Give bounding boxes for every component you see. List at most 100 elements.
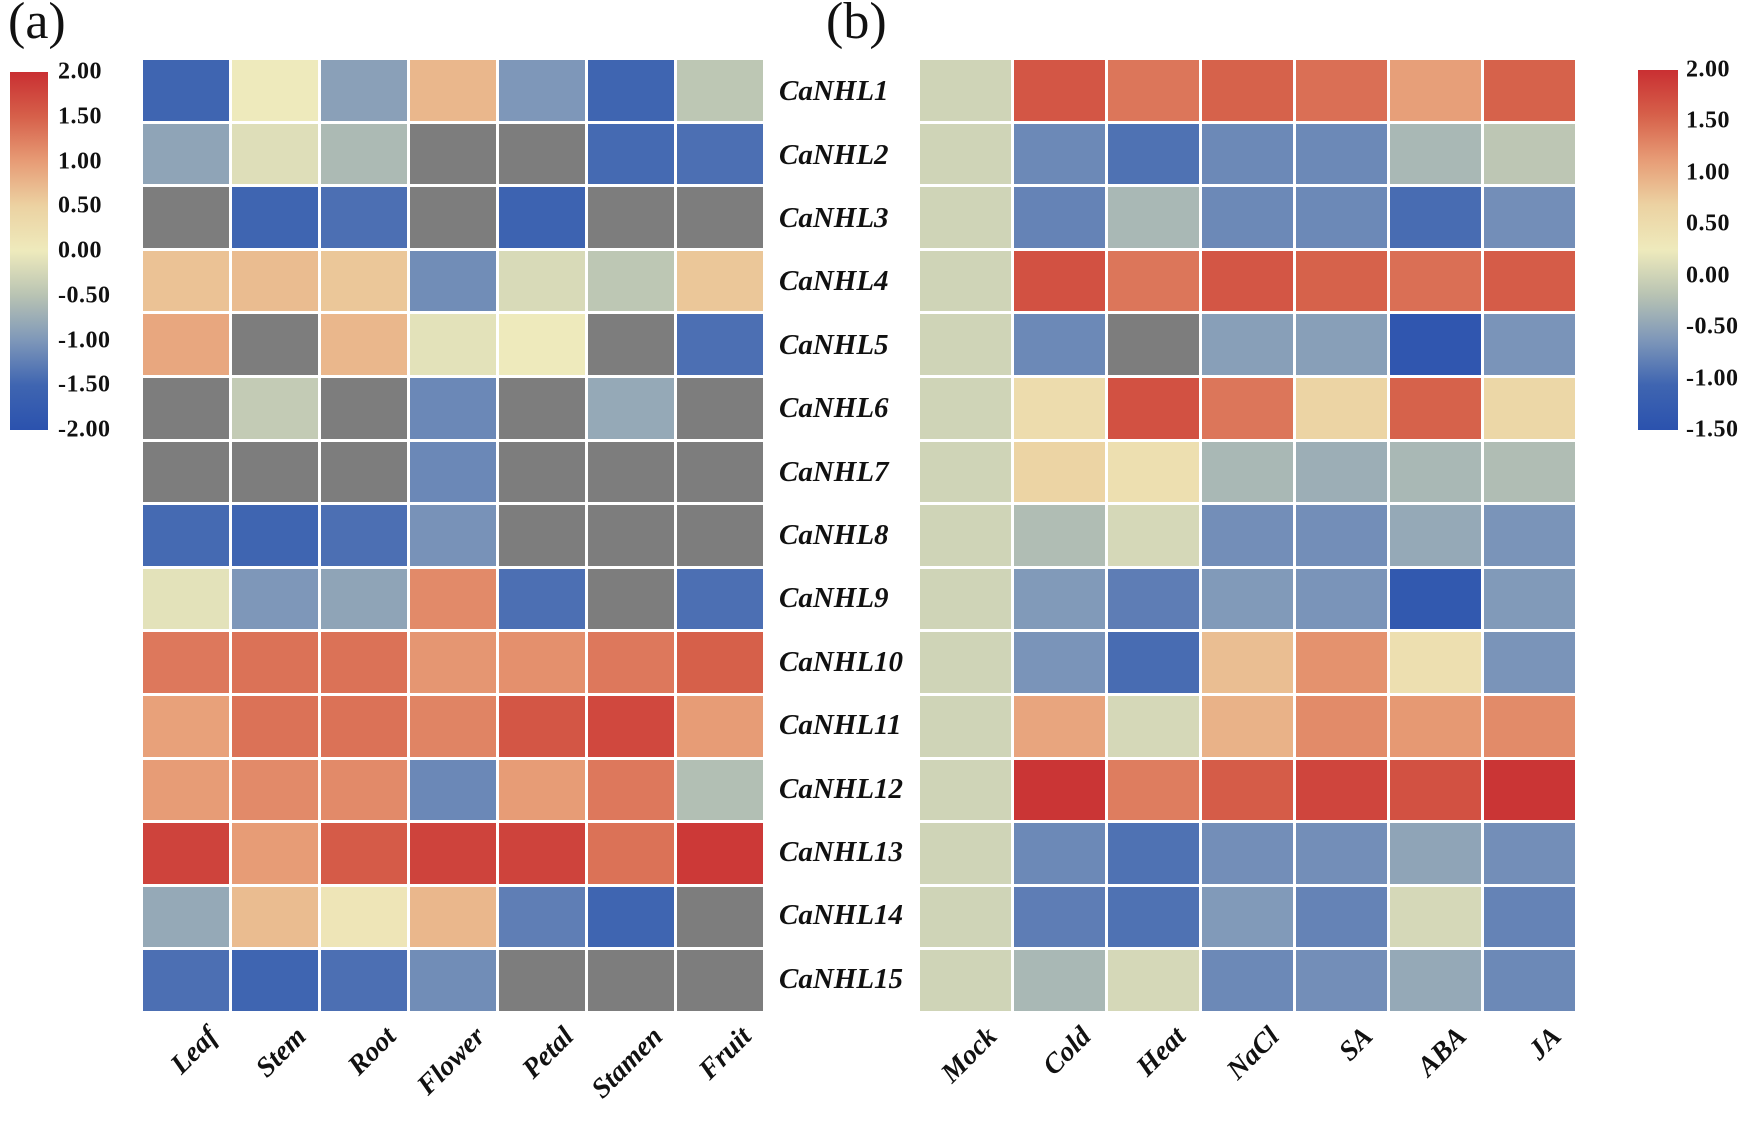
heatmap-cell [499, 250, 585, 312]
heatmap-cell [1108, 187, 1199, 248]
colorbar-gradient [1638, 70, 1678, 430]
heatmap-cell [1296, 314, 1387, 375]
heatmap-cell [1296, 60, 1387, 121]
heatmap-cell [1484, 123, 1575, 185]
heatmap-cell [1014, 60, 1105, 121]
heatmap-cell [1484, 950, 1575, 1011]
heatmap-cell [920, 759, 1011, 821]
colorbar-tick-label: 0.50 [1686, 210, 1730, 237]
gene-row-label: CaNHL9 [779, 582, 889, 615]
heatmap-cell [920, 695, 1011, 757]
heatmap-cell [321, 441, 407, 503]
heatmap-cell [920, 632, 1011, 693]
heatmap-cell [499, 759, 585, 821]
heatmap-cell [143, 695, 229, 757]
heatmap-cell [232, 823, 318, 884]
panel-a-label: (a) [8, 0, 66, 50]
heatmap-cell [1296, 187, 1387, 248]
heatmap-cell [232, 568, 318, 630]
colorbar-tick-label: -1.50 [58, 371, 111, 398]
colorbar-tick-label: 0.50 [58, 192, 102, 219]
heatmap-b-treatments [920, 60, 1575, 1011]
heatmap-cell [1484, 632, 1575, 693]
heatmap-cell [1202, 250, 1293, 312]
heatmap-cell [499, 886, 585, 948]
column-label: Cold [1036, 1021, 1098, 1082]
gene-row-label: CaNHL15 [779, 962, 904, 995]
heatmap-cell [410, 187, 496, 248]
heatmap-cell [1484, 505, 1575, 566]
heatmap-cell [232, 441, 318, 503]
heatmap-cell [677, 632, 763, 693]
heatmap-cell [410, 441, 496, 503]
heatmap-cell [1014, 505, 1105, 566]
panel-b-label: (b) [826, 0, 887, 50]
colorbar-tick-label: -1.00 [1686, 365, 1739, 392]
heatmap-cell [410, 695, 496, 757]
gene-row-label: CaNHL5 [779, 328, 889, 361]
heatmap-cell [920, 187, 1011, 248]
colorbar-tick-label: 0.00 [1686, 262, 1730, 289]
column-label: Fruit [693, 1021, 758, 1086]
heatmap-cell [143, 441, 229, 503]
heatmap-cell [1108, 695, 1199, 757]
heatmap-cell [1484, 187, 1575, 248]
column-label: JA [1522, 1021, 1568, 1067]
heatmap-cell [1014, 695, 1105, 757]
column-label: Stem [250, 1021, 313, 1084]
heatmap-cell [143, 886, 229, 948]
heatmap-cell [232, 759, 318, 821]
heatmap-cell [143, 632, 229, 693]
gene-row-label: CaNHL2 [779, 138, 889, 171]
heatmap-cell [1108, 377, 1199, 439]
colorbar-b: 2.00 1.50 1.00 0.50 0.00 -0.50 -1.00 -1.50 [1638, 57, 1738, 443]
heatmap-cell [1390, 377, 1481, 439]
heatmap-cell [143, 377, 229, 439]
heatmap-cell [1014, 250, 1105, 312]
heatmap-cell [1108, 568, 1199, 630]
heatmap-cell [1390, 950, 1481, 1011]
column-label: SA [1333, 1021, 1380, 1068]
heatmap-cell [588, 632, 674, 693]
heatmap-cell [920, 250, 1011, 312]
heatmap-cell [410, 759, 496, 821]
heatmap-cell [920, 823, 1011, 884]
heatmap-cell [1390, 823, 1481, 884]
heatmap-cell [1296, 568, 1387, 630]
heatmap-cell [677, 60, 763, 121]
column-label: ABA [1411, 1021, 1474, 1083]
gene-row-label: CaNHL14 [779, 899, 904, 932]
heatmap-cell [920, 60, 1011, 121]
heatmap-cell [588, 187, 674, 248]
heatmap-cell [143, 823, 229, 884]
heatmap-cell [143, 123, 229, 185]
heatmap-cell [677, 886, 763, 948]
heatmap-cell [499, 950, 585, 1011]
colorbar-tick-label: -1.00 [58, 327, 111, 353]
gene-row-label: CaNHL6 [779, 392, 889, 425]
column-label: Leaf [164, 1021, 224, 1081]
heatmap-cell [920, 505, 1011, 566]
heatmap-cell [232, 123, 318, 185]
column-label: Root [341, 1021, 402, 1082]
heatmap-cell [232, 187, 318, 248]
heatmap-cell [1484, 314, 1575, 375]
heatmap-cell [1202, 950, 1293, 1011]
column-labels-a: Leaf Stem Root Flower Petal Stamen Fruit [143, 1011, 763, 1121]
heatmap-cell [1390, 695, 1481, 757]
heatmap-cell [1014, 823, 1105, 884]
heatmap-cell [410, 950, 496, 1011]
colorbar-tick-label: 2.00 [58, 58, 102, 85]
heatmap-cell [1108, 123, 1199, 185]
heatmap-cell [1296, 505, 1387, 566]
heatmap-cell [410, 886, 496, 948]
heatmap-cell [1014, 123, 1105, 185]
heatmap-cell [321, 759, 407, 821]
heatmap-cell [1484, 377, 1575, 439]
heatmap-cell [588, 759, 674, 821]
heatmap-cell [499, 60, 585, 121]
heatmap-cell [1390, 441, 1481, 503]
heatmap-cell [920, 950, 1011, 1011]
heatmap-cell [1108, 441, 1199, 503]
